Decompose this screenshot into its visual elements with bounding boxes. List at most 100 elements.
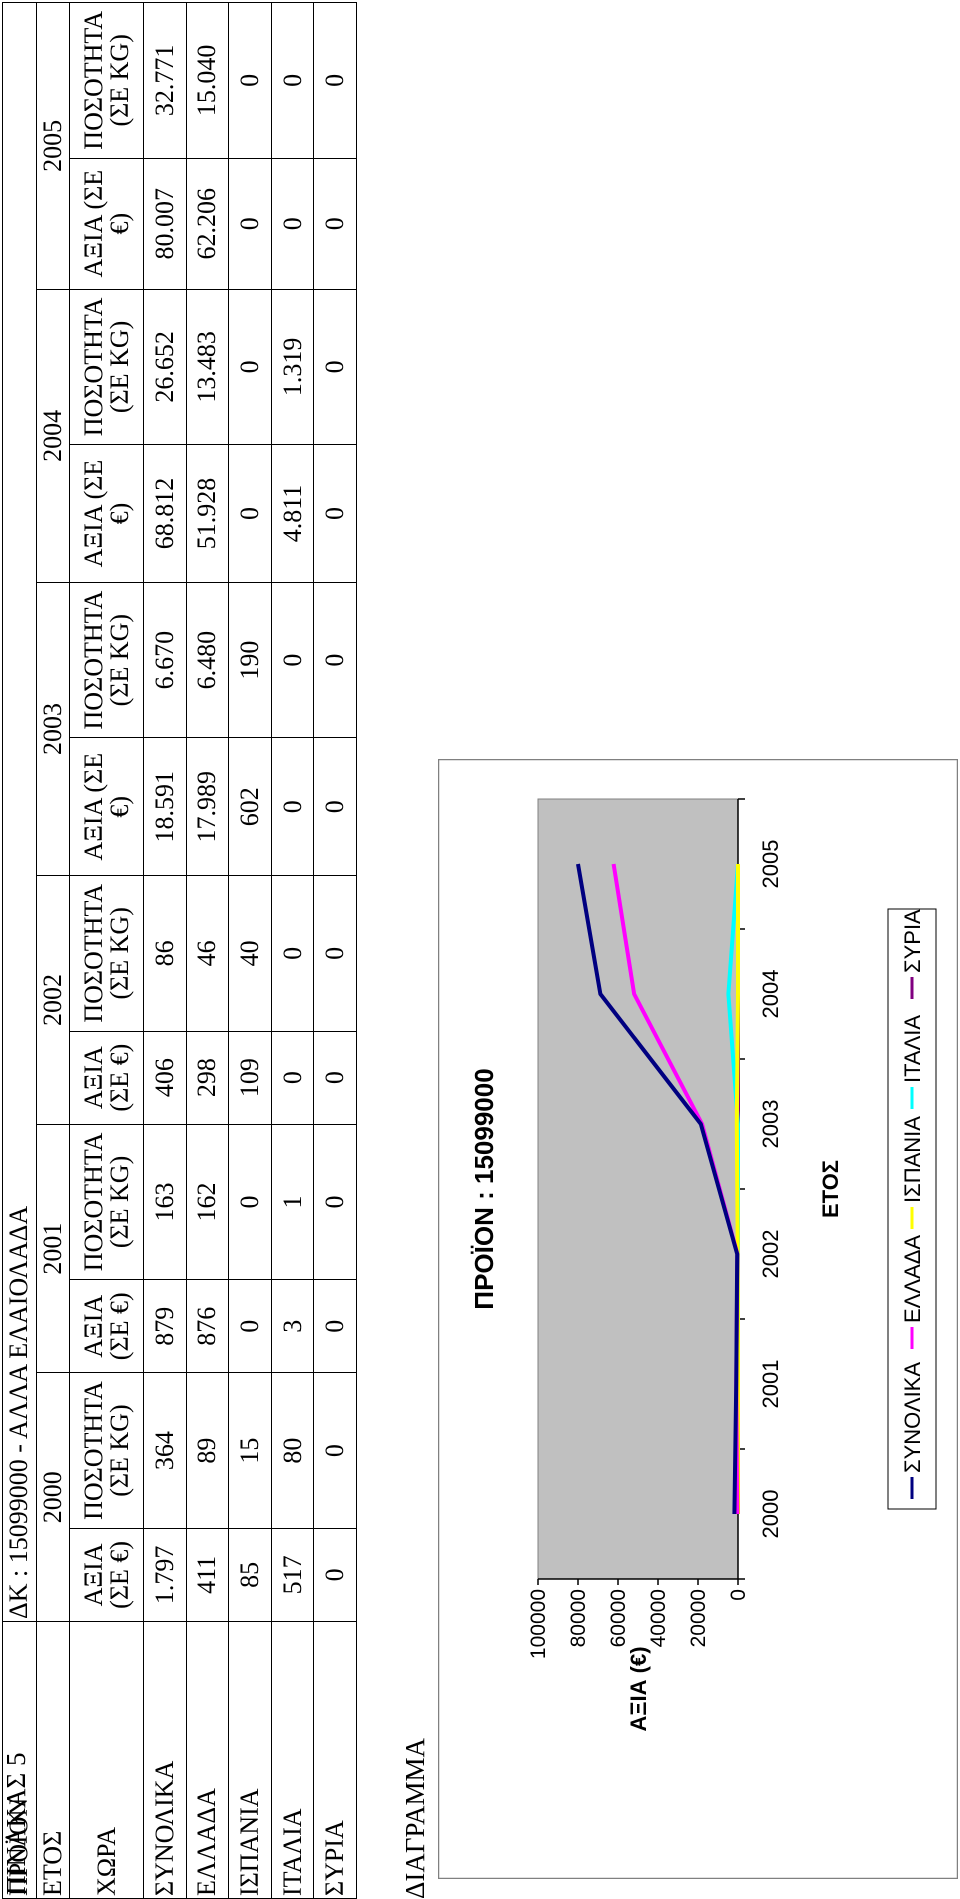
country-cell: ΙΤΑΛΙΑ	[271, 1621, 314, 1899]
quantity-cell: 15.040	[186, 2, 229, 159]
value-cell: 17.989	[186, 737, 229, 876]
table-row: ΣΥΝΟΛΙΚΑ 1.797 364 879 163 406 86 18.591 6.670 68…	[143, 2, 187, 1899]
value-header: ΑΞΙΑ (ΣΕ €)	[69, 737, 144, 876]
quantity-cell: 15	[228, 1372, 272, 1529]
value-cell: 18.591	[143, 737, 187, 876]
quantity-cell: 0	[271, 875, 314, 1032]
quantity-cell: 0	[271, 2, 314, 159]
value-header: ΑΞΙΑ (ΣΕ €)	[69, 158, 144, 290]
year-header: 2000	[36, 1372, 70, 1622]
quantity-cell: 80	[271, 1372, 314, 1529]
y-axis-title: ΑΞΙΑ (€)	[626, 1646, 651, 1731]
quantity-cell: 1	[271, 1124, 314, 1280]
value-cell: 411	[186, 1528, 229, 1622]
value-cell: 0	[271, 158, 314, 290]
value-cell: 1.797	[143, 1528, 187, 1622]
country-label: ΧΩΡΑ	[69, 1621, 144, 1899]
year-header: 2002	[36, 875, 70, 1125]
chart-title: ΠΡΟΪΟΝ : 15099000	[469, 1068, 499, 1309]
quantity-cell: 0	[313, 582, 357, 738]
x-tick-label: 2000	[758, 1490, 783, 1539]
quantity-cell: 6.480	[186, 582, 229, 738]
value-cell: 0	[313, 1031, 357, 1125]
quantity-header: ΠΟΣΟΤΗΤΑ (ΣΕ KG)	[69, 1124, 144, 1280]
value-cell: 0	[313, 158, 357, 290]
x-tick-label: 2004	[758, 970, 783, 1019]
quantity-cell: 0	[313, 1124, 357, 1280]
product-row: ΠΡΟΪΟΝ ΔΚ : 15099000 - ΑΛΛΑ ΕΛΑΙΟΛΑΔΑ	[2, 2, 37, 1899]
table-row: ΕΛΛΑΔΑ 411 89 876 162 298 46 17.989 6.480 51.928 1…	[186, 2, 229, 1899]
value-cell: 0	[228, 158, 272, 290]
y-tick-label: 40000	[647, 1589, 670, 1647]
quantity-header: ΠΟΣΟΤΗΤΑ (ΣΕ KG)	[69, 1372, 144, 1529]
x-tick-label: 2001	[758, 1360, 783, 1409]
quantity-cell: 6.670	[143, 582, 187, 738]
quantity-cell: 89	[186, 1372, 229, 1529]
y-tick-label: 0	[727, 1589, 750, 1601]
quantity-cell: 0	[271, 582, 314, 738]
quantity-cell: 162	[186, 1124, 229, 1280]
value-cell: 4.811	[271, 444, 314, 583]
table-row: ΣΥΡΙΑ 0 0 0 0 0 0 0 0 0 0 0 0	[313, 2, 357, 1899]
country-cell: ΣΥΡΙΑ	[313, 1621, 357, 1899]
value-cell: 602	[228, 737, 272, 876]
value-cell: 68.812	[143, 444, 187, 583]
quantity-cell: 1.319	[271, 289, 314, 445]
quantity-cell: 190	[228, 582, 272, 738]
legend-label: ΙΤΑΛΙΑ	[900, 1015, 925, 1083]
series-line	[576, 863, 740, 1515]
quantity-header: ΠΟΣΟΤΗΤΑ (ΣΕ KG)	[69, 289, 144, 445]
value-cell: 0	[313, 1528, 357, 1622]
column-header-row: ΧΩΡΑ ΑΞΙΑ (ΣΕ €) ΠΟΣΟΤΗΤΑ (ΣΕ KG) ΑΞΙΑ (…	[69, 2, 144, 1899]
value-header: ΑΞΙΑ (ΣΕ €)	[69, 1031, 144, 1125]
value-cell: 3	[271, 1279, 314, 1373]
quantity-cell: 0	[228, 289, 272, 445]
value-cell: 0	[228, 444, 272, 583]
value-cell: 0	[228, 1279, 272, 1373]
x-tick-label: 2003	[758, 1100, 783, 1149]
country-cell: ΕΛΛΑΔΑ	[186, 1621, 229, 1899]
table-row: ΙΤΑΛΙΑ 517 80 3 1 0 0 0 0 4.811 1.319 0 0	[271, 2, 314, 1899]
year-header: 2001	[36, 1124, 70, 1373]
value-cell: 0	[313, 1279, 357, 1373]
quantity-cell: 26.652	[143, 289, 187, 445]
plot-area	[537, 798, 739, 1580]
table-body: ΣΥΝΟΛΙΚΑ 1.797 364 879 163 406 86 18.591 6.670 68…	[143, 2, 357, 1899]
quantity-cell: 0	[313, 875, 357, 1032]
quantity-cell: 0	[313, 1372, 357, 1529]
value-cell: 62.206	[186, 158, 229, 290]
product-label: ΠΡΟΪΟΝ	[2, 1621, 37, 1899]
y-tick-label: 100000	[527, 1589, 550, 1659]
value-header: ΑΞΙΑ (ΣΕ €)	[69, 444, 144, 583]
value-cell: 517	[271, 1528, 314, 1622]
x-tick-label: 2005	[758, 840, 783, 889]
year-header: 2004	[36, 289, 70, 583]
value-cell: 406	[143, 1031, 187, 1125]
country-cell: ΣΥΝΟΛΙΚΑ	[143, 1621, 187, 1899]
line-chart: ΠΡΟΪΟΝ : 15099000 0 20000 40000 60000 80000 10…	[438, 759, 958, 1879]
quantity-header: ΠΟΣΟΤΗΤΑ (ΣΕ KG)	[69, 582, 144, 738]
table-row: ΙΣΠΑΝΙΑ 85 15 0 0 109 40 602 190 0 0 0 0	[228, 2, 272, 1899]
year-header: 2005	[36, 2, 70, 290]
year-row: ΕΤΟΣ 2000 2001 2002 2003 2004 2005	[36, 2, 70, 1899]
quantity-cell: 86	[143, 875, 187, 1032]
value-header: ΑΞΙΑ (ΣΕ €)	[69, 1528, 144, 1622]
y-tick-label: 60000	[607, 1589, 630, 1647]
data-table: ΠΡΟΪΟΝ ΔΚ : 15099000 - ΑΛΛΑ ΕΛΑΙΟΛΑΔΑ ΕΤ…	[2, 2, 357, 1899]
value-cell: 876	[186, 1279, 229, 1373]
quantity-cell: 163	[143, 1124, 187, 1280]
value-cell: 109	[228, 1031, 272, 1125]
legend-label: ΙΣΠΑΝΙΑ	[900, 1116, 925, 1203]
value-cell: 0	[271, 1031, 314, 1125]
x-tick-label: 2002	[758, 1230, 783, 1279]
value-cell: 85	[228, 1528, 272, 1622]
quantity-cell: 0	[313, 2, 357, 159]
y-tick-label: 20000	[687, 1589, 710, 1647]
country-cell: ΙΣΠΑΝΙΑ	[228, 1621, 272, 1899]
x-axis-title: ΕΤΟΣ	[818, 1160, 843, 1218]
value-cell: 0	[313, 737, 357, 876]
quantity-header: ΠΟΣΟΤΗΤΑ (ΣΕ KG)	[69, 875, 144, 1032]
quantity-cell: 0	[313, 289, 357, 445]
y-tick-label: 80000	[567, 1589, 590, 1647]
